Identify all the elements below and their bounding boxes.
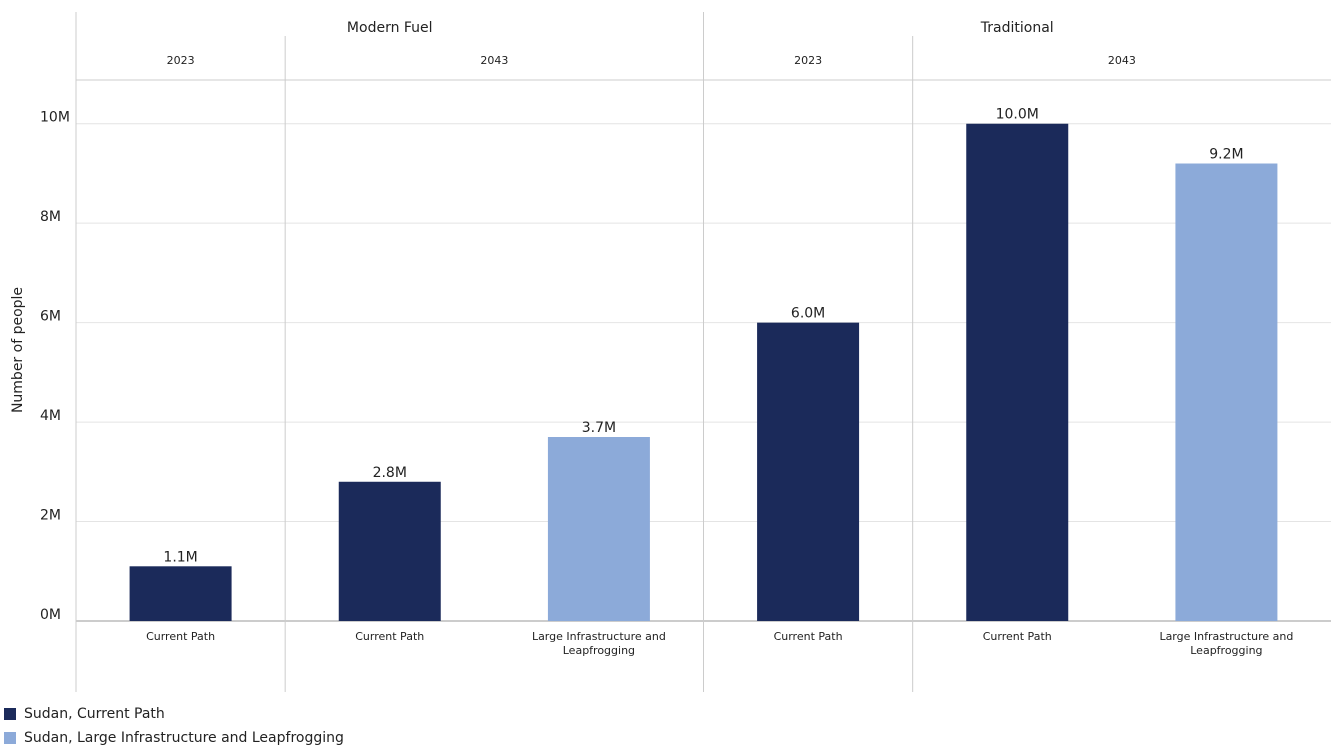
x-tick-label: Current Path <box>355 630 425 643</box>
y-tick-label: 4M <box>40 408 61 424</box>
value-label: 3.7M <box>582 420 616 436</box>
y-tick-label: 0M <box>40 607 61 623</box>
bar <box>338 481 441 621</box>
legend-swatch <box>4 708 16 720</box>
year-label: 2043 <box>1108 54 1136 67</box>
x-tick-label: Large Infrastructure and Leapfrogging <box>1159 630 1294 657</box>
value-label: 1.1M <box>163 549 197 565</box>
bar <box>1175 163 1278 621</box>
bar <box>757 322 860 621</box>
bar <box>966 123 1069 622</box>
year-label: 2023 <box>794 54 822 67</box>
value-label: 9.2M <box>1209 147 1243 163</box>
bar <box>129 566 232 621</box>
legend-swatch <box>4 732 16 744</box>
y-tick-label: 6M <box>40 309 61 325</box>
group-label: Modern Fuel <box>347 20 433 36</box>
x-tick-label: Current Path <box>146 630 216 643</box>
legend-label: Sudan, Current Path <box>24 706 165 722</box>
value-label: 2.8M <box>373 465 407 481</box>
value-label: 6.0M <box>791 306 825 322</box>
bar <box>547 437 650 621</box>
y-tick-label: 8M <box>40 209 61 225</box>
legend-label: Sudan, Large Infrastructure and Leapfrog… <box>24 730 344 746</box>
y-tick-label: 2M <box>40 508 61 524</box>
year-label: 2023 <box>167 54 195 67</box>
y-tick-label: 10M <box>40 110 70 126</box>
x-tick-label: Current Path <box>773 630 843 643</box>
x-tick-label: Current Path <box>982 630 1052 643</box>
y-axis-label: Number of people <box>10 287 26 413</box>
value-label: 10.0M <box>996 107 1039 123</box>
year-label: 2043 <box>480 54 508 67</box>
x-tick-label: Large Infrastructure and Leapfrogging <box>531 630 666 657</box>
group-label: Traditional <box>980 20 1054 36</box>
